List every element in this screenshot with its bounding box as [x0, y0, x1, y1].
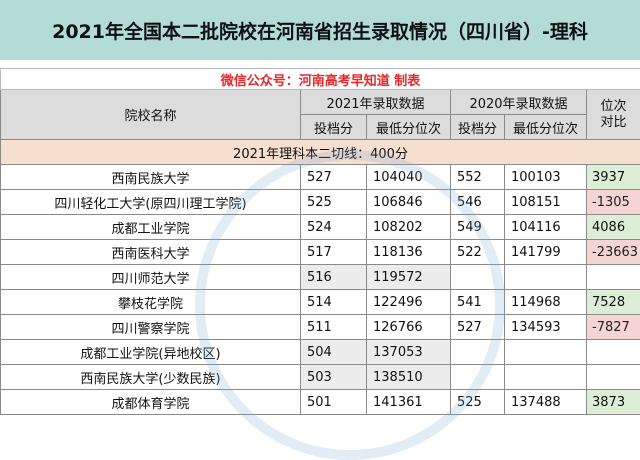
year-2021-header: 2021年录取数据 — [301, 90, 451, 115]
score-2020-cell — [451, 340, 505, 365]
rank-2021-cell: 137053 — [367, 340, 451, 365]
score-2021-cell: 527 — [301, 165, 367, 190]
score-2020-cell: 552 — [451, 165, 505, 190]
rank-diff-cell — [587, 265, 640, 290]
score-2021-cell: 501 — [301, 390, 367, 415]
school-name-header: 院校名称 — [1, 90, 301, 140]
cutline-text: 2021年理科本二切线：400分 — [1, 140, 640, 165]
score-2021-cell: 525 — [301, 190, 367, 215]
school-name-cell: 西南民族大学(少数民族) — [1, 365, 301, 390]
rank-2021-cell: 122496 — [367, 290, 451, 315]
source-note: 微信公众号：河南高考早知道 制表 — [1, 69, 640, 90]
score-2020-cell — [451, 265, 505, 290]
rank-diff-cell: -23663 — [587, 240, 640, 265]
school-name-cell: 成都工业学院 — [1, 215, 301, 240]
rank-2021-cell: 104040 — [367, 165, 451, 190]
score-2020-cell: 541 — [451, 290, 505, 315]
rank-2020-header: 最低分位次 — [505, 115, 587, 140]
rank-2020-cell — [505, 365, 587, 390]
rank-2020-cell — [505, 340, 587, 365]
score-2021-header: 投档分 — [301, 115, 367, 140]
rank-2021-header: 最低分位次 — [367, 115, 451, 140]
year-2020-header: 2020年录取数据 — [451, 90, 587, 115]
score-2020-cell: 546 — [451, 190, 505, 215]
rank-2020-cell: 100103 — [505, 165, 587, 190]
admission-table: 微信公众号：河南高考早知道 制表 院校名称 2021年录取数据 2020年录取数… — [0, 68, 640, 415]
score-2020-cell: 527 — [451, 315, 505, 340]
rank-diff-cell: 3937 — [587, 165, 640, 190]
school-name-cell: 攀枝花学院 — [1, 290, 301, 315]
rank-2021-cell: 126766 — [367, 315, 451, 340]
page-title-text: 2021年全国本二批院校在河南省招生录取情况（四川省）-理科 — [52, 17, 588, 44]
header-row-1: 院校名称 2021年录取数据 2020年录取数据 位次 对比 — [1, 90, 640, 115]
school-name-cell: 西南医科大学 — [1, 240, 301, 265]
cutline-row: 2021年理科本二切线：400分 — [1, 140, 640, 165]
rank-2021-cell: 108202 — [367, 215, 451, 240]
score-2020-cell: 522 — [451, 240, 505, 265]
note-row: 微信公众号：河南高考早知道 制表 — [1, 69, 640, 90]
school-name-cell: 西南民族大学 — [1, 165, 301, 190]
rank-2020-cell — [505, 265, 587, 290]
rank-diff-cell: 3873 — [587, 390, 640, 415]
school-name-cell: 四川师范大学 — [1, 265, 301, 290]
rank-2020-cell: 114968 — [505, 290, 587, 315]
score-2020-cell: 549 — [451, 215, 505, 240]
score-2021-cell: 517 — [301, 240, 367, 265]
rank-diff-cell: -1305 — [587, 190, 640, 215]
school-name-cell: 成都体育学院 — [1, 390, 301, 415]
score-2021-cell: 514 — [301, 290, 367, 315]
score-2021-cell: 524 — [301, 215, 367, 240]
rank-2021-cell: 118136 — [367, 240, 451, 265]
rank-2020-cell: 104116 — [505, 215, 587, 240]
rank-compare-line2: 对比 — [600, 115, 626, 130]
school-name-cell: 成都工业学院(异地校区) — [1, 340, 301, 365]
score-2021-cell: 504 — [301, 340, 367, 365]
rank-2021-cell: 141361 — [367, 390, 451, 415]
spacer — [0, 60, 640, 68]
school-name-cell: 四川轻化工大学(原四川理工学院) — [1, 190, 301, 215]
rank-compare-header: 位次 对比 — [587, 90, 640, 140]
rank-2020-cell: 141799 — [505, 240, 587, 265]
rank-diff-cell: -7827 — [587, 315, 640, 340]
score-2020-cell: 525 — [451, 390, 505, 415]
score-2020-cell — [451, 365, 505, 390]
rank-2021-cell: 119572 — [367, 265, 451, 290]
score-2021-cell: 503 — [301, 365, 367, 390]
rank-diff-cell — [587, 365, 640, 390]
rank-2021-cell: 106846 — [367, 190, 451, 215]
rank-compare-line1: 位次 — [600, 99, 626, 114]
rank-2020-cell: 108151 — [505, 190, 587, 215]
page-title: 2021年全国本二批院校在河南省招生录取情况（四川省）-理科 — [0, 0, 640, 60]
rank-diff-cell — [587, 340, 640, 365]
rank-diff-cell: 7528 — [587, 290, 640, 315]
rank-2021-cell: 138510 — [367, 365, 451, 390]
rank-diff-cell: 4086 — [587, 215, 640, 240]
rank-2020-cell: 134593 — [505, 315, 587, 340]
score-2021-cell: 511 — [301, 315, 367, 340]
score-2021-cell: 516 — [301, 265, 367, 290]
rank-2020-cell: 137488 — [505, 390, 587, 415]
school-name-cell: 四川警察学院 — [1, 315, 301, 340]
score-2020-header: 投档分 — [451, 115, 505, 140]
